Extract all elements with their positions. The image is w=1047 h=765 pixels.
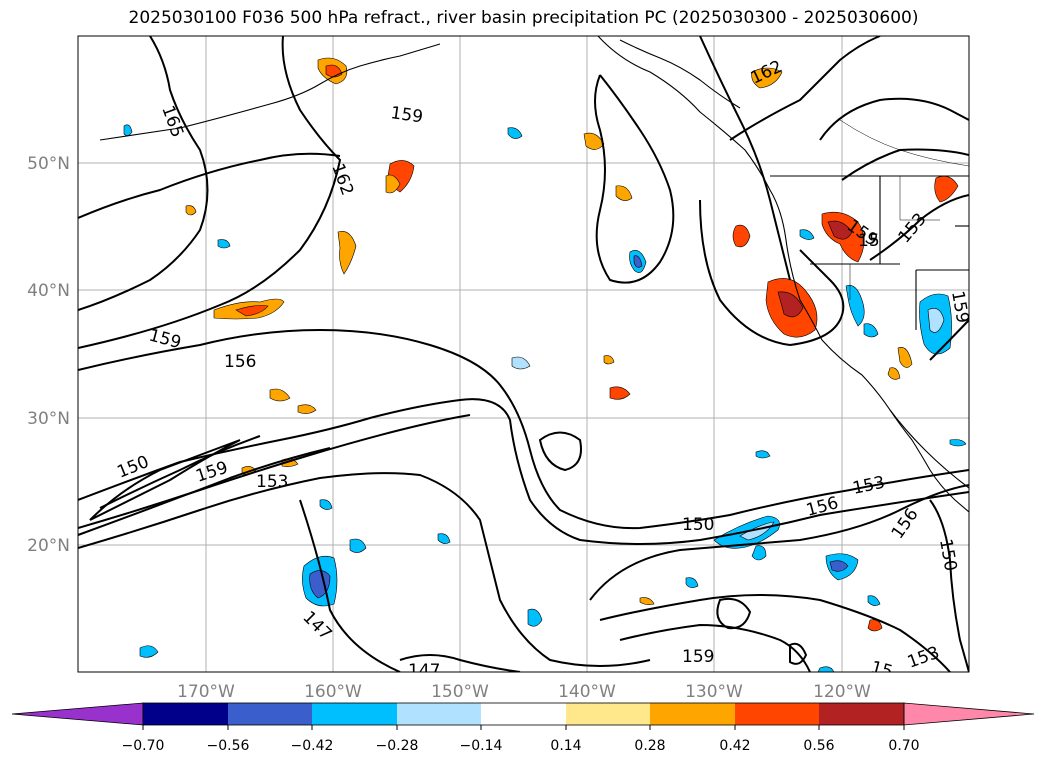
contour-label: 156 [224, 352, 256, 372]
colorbar-bin [143, 703, 228, 725]
contour-label: 159 [389, 103, 424, 127]
colorbar-bin [650, 703, 735, 725]
lon-axis-labels: 170°W 160°W 150°W 140°W 130°W 120°W [177, 682, 871, 702]
lon-tick-label: 120°W [813, 682, 871, 702]
colorbar-tick-label: −0.14 [460, 738, 503, 754]
colorbar-tick-label: −0.56 [207, 738, 250, 754]
colorbar-tick-label: −0.42 [291, 738, 334, 754]
lon-tick-label: 170°W [177, 682, 235, 702]
lon-tick-label: 140°W [558, 682, 616, 702]
precip-positive-shading [185, 57, 959, 632]
contour-label: 159 [947, 289, 972, 324]
lat-tick-label: 30°N [27, 409, 70, 429]
precip-negative-shading [123, 124, 967, 672]
gridlines [78, 36, 969, 672]
colorbar-tick-labels: −0.70 −0.56 −0.42 −0.28 −0.14 0.14 0.28 … [122, 738, 920, 754]
colorbar-tick-label: 0.56 [803, 738, 834, 754]
colorbar-bin [312, 703, 397, 725]
lon-tick-label: 160°W [304, 682, 362, 702]
lat-tick-label: 50°N [27, 154, 70, 174]
colorbar-over-extension [903, 702, 1035, 726]
contour-lines [78, 36, 969, 672]
lat-tick-label: 20°N [27, 536, 70, 556]
colorbar-tick-label: 0.42 [719, 738, 750, 754]
colorbar-bin [735, 703, 819, 725]
colorbar-bin [228, 703, 312, 725]
lat-tick-label: 40°N [27, 281, 70, 301]
colorbar-ticks [142, 725, 905, 730]
contour-label: 150 [682, 515, 714, 535]
colorbar-under-extension [11, 702, 144, 726]
colorbar-tick-label: 0.70 [888, 738, 919, 754]
colorbar-bin [566, 703, 650, 725]
contour-label: 15 [858, 231, 880, 251]
chart-title: 2025030100 F036 500 hPa refract., river … [128, 8, 919, 28]
lon-tick-label: 150°W [431, 682, 489, 702]
colorbar-tick-label: −0.28 [376, 738, 419, 754]
contour-label: 15 [869, 658, 895, 683]
lat-axis-labels: 50°N 40°N 30°N 20°N [27, 154, 70, 556]
coastlines [99, 36, 969, 513]
colorbar-tick-label: 0.28 [634, 738, 665, 754]
contour-label: 159 [682, 647, 714, 667]
colorbar-bin [481, 703, 566, 725]
map-frame [77, 35, 970, 673]
colorbar: −0.70 −0.56 −0.42 −0.28 −0.14 0.14 0.28 … [11, 702, 1035, 754]
colorbar-frame [142, 702, 905, 726]
colorbar-bin [397, 703, 481, 725]
map-area: 165 159 162 159 156 150 159 153 147 147 … [78, 36, 972, 683]
colorbar-tick-label: −0.70 [122, 738, 165, 754]
colorbar-tick-label: 0.14 [550, 738, 581, 754]
colorbar-bin [819, 703, 904, 725]
contour-label: 153 [256, 472, 288, 492]
lon-tick-label: 130°W [685, 682, 743, 702]
contour-label: 147 [408, 661, 440, 681]
